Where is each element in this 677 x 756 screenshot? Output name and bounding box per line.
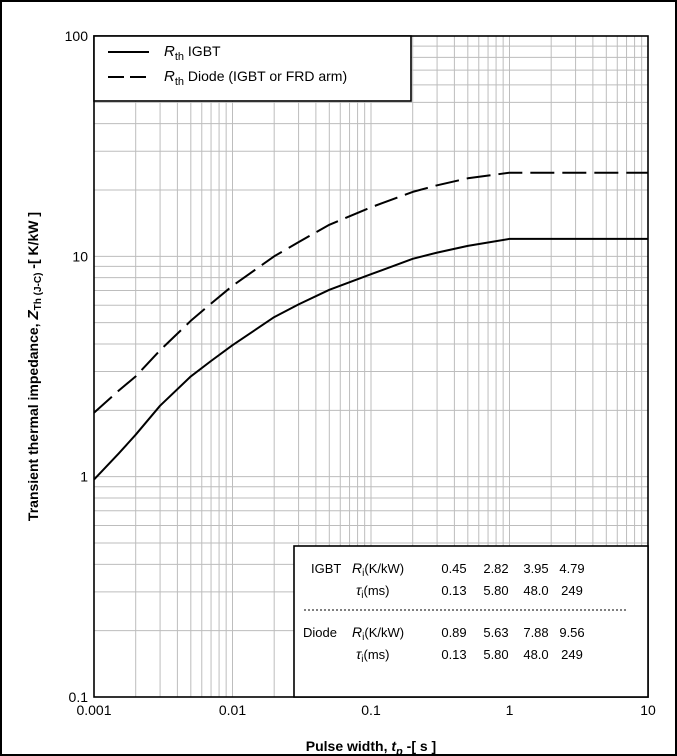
series-line-1 (93, 171, 648, 414)
table-box (293, 545, 649, 698)
table-value: 3.95 (523, 561, 548, 576)
parameter-table: IGBT Ri(K/kW) 0.45 2.82 3.95 4.79 τi(ms) 0.13 5.… (293, 545, 649, 698)
table-param-label: Ri(K/kW) (352, 624, 404, 643)
legend: Rth IGBT Rth Diode (IGBT or FRD arm) (93, 35, 412, 102)
table-value: 0.13 (441, 583, 466, 598)
x-tick-label: 1 (506, 702, 514, 718)
table-value: 249 (561, 647, 583, 662)
grid (94, 36, 648, 697)
legend-label-1: Rth Diode (IGBT or FRD arm) (164, 68, 347, 88)
table-row-label: Diode (303, 625, 337, 640)
x-tick-label: 0.1 (361, 702, 381, 718)
x-tick-label: 0.01 (219, 702, 246, 718)
table-value: 7.88 (523, 625, 548, 640)
table-value: 48.0 (523, 647, 548, 662)
series-line-0 (93, 237, 648, 481)
y-axis-title: Transient thermal impedance, ZTh (J-C) -… (25, 212, 44, 521)
legend-label-0: Rth IGBT (164, 43, 221, 63)
table-value: 5.80 (483, 647, 508, 662)
legend-box (93, 35, 412, 102)
table-value: 48.0 (523, 583, 548, 598)
y-tick-label: 10 (72, 248, 88, 264)
table-value: 0.45 (441, 561, 466, 576)
table-param-label: τi(ms) (356, 582, 389, 601)
y-tick-label: 100 (65, 28, 89, 44)
table-value: 249 (561, 583, 583, 598)
x-tick-label: 10 (640, 702, 656, 718)
y-tick-label: 1 (80, 469, 88, 485)
table-value: 4.79 (559, 561, 584, 576)
x-axis-title: Pulse width, tp -[ s ] (306, 738, 436, 756)
table-value: 9.56 (559, 625, 584, 640)
x-tick-label: 0.001 (76, 702, 111, 718)
table-value: 0.13 (441, 647, 466, 662)
table-param-label: τi(ms) (356, 646, 389, 665)
table-value: 0.89 (441, 625, 466, 640)
table-value: 5.80 (483, 583, 508, 598)
table-param-label: Ri(K/kW) (352, 560, 404, 579)
y-tick-label: 0.1 (69, 689, 89, 705)
table-value: 2.82 (483, 561, 508, 576)
table-value: 5.63 (483, 625, 508, 640)
table-row-label: IGBT (311, 561, 341, 576)
